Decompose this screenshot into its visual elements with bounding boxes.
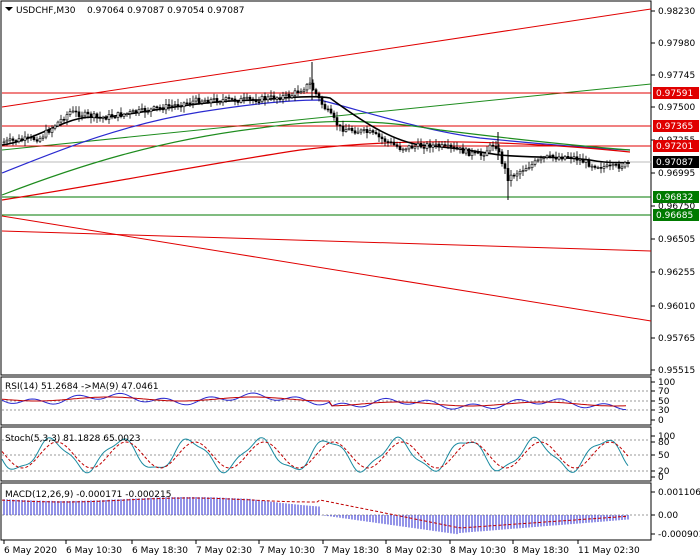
- price-level-tag: [653, 140, 699, 152]
- macd-axis: 0.001106 0.00 -0.000901: [651, 488, 700, 540]
- price-level-value: 0.97591: [656, 89, 693, 99]
- price-tick-label: 0.96750: [658, 202, 695, 212]
- price-level-value: 0.97365: [656, 122, 693, 132]
- price-level-tags: 0.97591 0.97365 0.97201 0.97087 0.96832 0.966…: [653, 87, 699, 221]
- indicator-tick-label: 50: [658, 451, 670, 461]
- price-tick-label: 0.98230: [658, 7, 695, 17]
- time-label: 8 May 10:30: [450, 546, 506, 556]
- price-level-tag: [653, 120, 699, 132]
- macd-indicator: MACD(12,26,9) -0.000171 -0.000215: [1, 490, 651, 535]
- price-level-tag: [653, 209, 699, 221]
- indicator-tick-label: 70: [658, 387, 670, 397]
- price-tick-label: 0.95515: [658, 366, 695, 376]
- indicator-tick-label: 0: [658, 473, 664, 483]
- time-label: 6 May 18:30: [132, 546, 188, 556]
- price-tick-label: 0.97500: [658, 103, 695, 113]
- macd-label: MACD(12,26,9) -0.000171 -0.000215: [5, 490, 171, 500]
- price-level-tag: [653, 87, 699, 99]
- price-tick-label: 0.97980: [658, 39, 695, 49]
- chart-header: USDCHF,M30 0.97064 0.97087 0.97054 0.970…: [5, 6, 244, 16]
- stochastic-indicator: Stoch(5,3,3) 81.1828 65.0023: [1, 434, 651, 474]
- time-label: 8 May 02:30: [386, 546, 442, 556]
- price-tick-label: 0.95765: [658, 334, 695, 344]
- ohlc-values: 0.97064 0.97087 0.97054 0.97087: [87, 6, 244, 16]
- price-tick-label: 0.96255: [658, 268, 695, 278]
- price-tick-label: 0.96010: [658, 302, 695, 312]
- rsi-indicator: RSI(14) 51.2684 ->MA(9) 47.0461: [1, 382, 651, 411]
- price-level-value: 0.97201: [656, 142, 693, 152]
- price-level-value: 0.97087: [656, 158, 693, 168]
- price-tick-label: 0.96995: [658, 169, 695, 179]
- time-label: 8 May 18:30: [513, 546, 569, 556]
- time-label: 7 May 18:30: [323, 546, 379, 556]
- indicator-tick-label: 100: [658, 432, 675, 442]
- indicator-tick-label: 30: [658, 406, 670, 416]
- indicator-tick-label: 50: [658, 397, 670, 407]
- price-level-tag: [653, 156, 699, 168]
- indicator-tick-label: 100: [658, 378, 675, 388]
- indicator-tick-label: 0.00: [658, 511, 678, 521]
- candlesticks: [2, 62, 630, 200]
- triangle-down-icon: [5, 7, 13, 11]
- symbol-timeframe: USDCHF,M30: [16, 6, 76, 16]
- price-panel[interactable]: [0, 0, 652, 376]
- indicator-tick-label: 20: [658, 467, 670, 477]
- indicator-tick-label: 0: [658, 416, 664, 426]
- time-label: 7 May 10:30: [259, 546, 315, 556]
- time-label: 7 May 02:30: [196, 546, 252, 556]
- price-tick-label: 0.96505: [658, 235, 695, 245]
- price-level-tag: [653, 191, 699, 203]
- price-level-value: 0.96685: [656, 211, 693, 221]
- indicator-tick-label: 80: [658, 438, 670, 448]
- time-label: 6 May 2020: [4, 546, 57, 556]
- time-label: 11 May 02:30: [578, 546, 640, 556]
- indicator-tick-label: -0.000901: [658, 530, 700, 540]
- time-label: 6 May 10:30: [66, 546, 122, 556]
- rsi-label: RSI(14) 51.2684 ->MA(9) 47.0461: [5, 382, 159, 392]
- stoch-panel[interactable]: [0, 426, 652, 482]
- indicator-tick-label: 0.001106: [658, 488, 700, 498]
- price-level-value: 0.96832: [656, 193, 693, 203]
- time-axis: 6 May 2020 6 May 10:30 6 May 18:30 7 May 02…: [3, 540, 640, 556]
- stoch-label: Stoch(5,3,3) 81.1828 65.0023: [5, 434, 140, 444]
- price-tick-label: 0.97745: [658, 71, 695, 81]
- channel-lines: [1, 8, 652, 322]
